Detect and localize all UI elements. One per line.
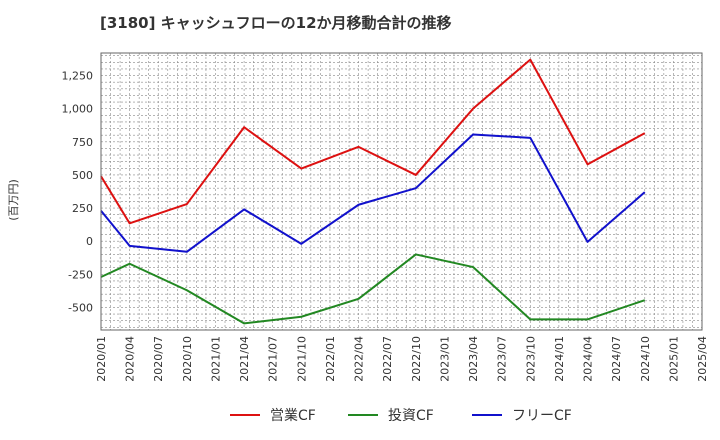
x-tick-label: 2023/01 (438, 336, 451, 382)
x-tick-label: 2025/04 (696, 336, 709, 382)
x-tick-label: 2022/01 (324, 336, 337, 382)
legend: 営業CF 投資CF フリーCF (230, 408, 572, 424)
x-tick-label: 2023/07 (496, 336, 509, 382)
x-tick-label: 2022/07 (381, 336, 394, 382)
x-tick-label: 2020/10 (181, 336, 194, 382)
y-tick-label: 0 (86, 235, 93, 248)
x-tick-label: 2020/01 (95, 336, 108, 382)
x-tick-label: 2020/04 (124, 336, 137, 382)
y-tick-label: -250 (68, 268, 93, 281)
legend-label-3: フリーCF (512, 408, 572, 424)
y-tick-label: 1,250 (62, 70, 94, 83)
x-tick-label: 2025/01 (667, 336, 680, 382)
x-tick-label: 2024/01 (553, 336, 566, 382)
chart-title: [3180] キャッシュフローの12か月移動合計の推移 (100, 14, 452, 32)
grid-lines (100, 53, 703, 330)
y-axis-label: (百万円) (7, 179, 20, 221)
series-layer (100, 58, 646, 325)
x-tick-label: 2023/04 (467, 336, 480, 382)
series-line-3 (100, 133, 646, 253)
x-tick-label: 2022/10 (410, 336, 423, 382)
y-tick-labels: -500 -250 0 250 500 750 1,000 1,250 (62, 70, 94, 315)
x-tick-label: 2020/07 (152, 336, 165, 382)
y-tick-label: 500 (72, 169, 93, 182)
series-line-1 (100, 58, 646, 225)
x-tick-label: 2021/04 (238, 336, 251, 382)
legend-label-2: 投資CF (388, 408, 434, 424)
x-tick-labels: 2020/01 2020/04 2020/07 2020/10 2021/01 2021/… (95, 336, 709, 382)
x-tick-label: 2021/10 (295, 336, 308, 382)
x-tick-label: 2021/07 (267, 336, 280, 382)
plot-frame (100, 52, 703, 331)
y-tick-label: 750 (72, 136, 93, 149)
x-tick-label: 2024/07 (610, 336, 623, 382)
y-tick-label: 250 (72, 202, 93, 215)
y-tick-label: 1,000 (62, 103, 94, 116)
series-line-2 (100, 253, 646, 325)
legend-label-1: 営業CF (270, 408, 316, 424)
x-tick-label: 2024/10 (639, 336, 652, 382)
y-tick-label: -500 (68, 301, 93, 314)
x-tick-label: 2022/04 (353, 336, 366, 382)
x-tick-label: 2021/01 (209, 336, 222, 382)
x-tick-label: 2023/10 (524, 336, 537, 382)
x-tick-label: 2024/04 (582, 336, 595, 382)
